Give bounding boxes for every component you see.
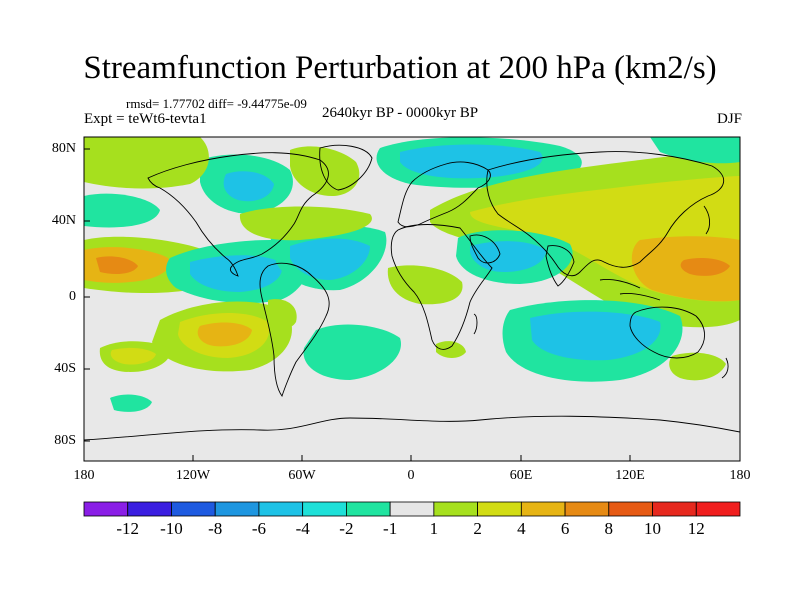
field-positive-wpac-peak — [680, 258, 730, 276]
colorbar-label: 6 — [560, 519, 570, 538]
field-positive-africa — [387, 265, 463, 305]
colorbar-swatch — [345, 501, 391, 517]
field-positive-nw-atlantic — [290, 146, 360, 196]
lon-tick-180-right: 180 — [729, 468, 751, 483]
coast-greenland — [319, 144, 373, 191]
colorbar-swatch — [695, 501, 741, 517]
colorbar-label: -12 — [116, 519, 140, 538]
field-negative-indian-ocean-core — [530, 311, 661, 361]
field-positive-south-pacific-peak — [197, 322, 252, 347]
field-positive-south-africa — [436, 341, 466, 358]
colorbar-swatch — [302, 501, 347, 517]
colorbar-swatch — [389, 501, 435, 517]
lon-tick-120w: 120W — [175, 468, 211, 483]
experiment-label: Expt = teWt6-tevta1 — [84, 111, 207, 127]
colorbar-label: 1 — [429, 519, 439, 538]
colorbar — [83, 501, 741, 517]
axis-ticks — [83, 148, 741, 461]
coast-india — [545, 245, 575, 287]
field-positive-sw-pacific-core — [110, 347, 156, 365]
coast-arabia — [469, 234, 501, 264]
field-negative-nw-pacific — [84, 193, 160, 228]
lon-tick-180-left: 180 — [73, 468, 95, 483]
field-positive-argentina — [268, 299, 297, 329]
colorbar-swatch — [83, 501, 129, 517]
colorbar-swatch — [477, 501, 522, 517]
coast-north-america — [147, 152, 329, 277]
lat-tick-80s: 80S — [54, 433, 76, 448]
colorbar-label: -8 — [208, 519, 223, 538]
coast-antarctica — [84, 415, 740, 441]
field-positive-australia-se — [669, 352, 726, 381]
coast-asia — [486, 151, 724, 277]
lat-tick-0: 0 — [69, 289, 76, 304]
contour-fields — [84, 137, 740, 412]
coast-japan — [703, 205, 711, 235]
field-negative-south-atlantic — [303, 324, 401, 380]
lat-tick-40s: 40S — [54, 361, 76, 376]
lon-tick-120e: 120E — [615, 468, 645, 483]
lon-tick-60e: 60E — [509, 468, 533, 483]
field-negative-siberia — [650, 137, 740, 164]
field-positive-mid-atlantic — [239, 206, 372, 241]
colorbar-swatch — [171, 501, 216, 517]
coast-africa — [390, 224, 493, 350]
lon-tick-60w: 60W — [288, 468, 316, 483]
colorbar-label: -6 — [251, 519, 266, 538]
period-label: 2640kyr BP - 0000kyr BP — [322, 105, 479, 121]
colorbar-label: -1 — [383, 519, 398, 538]
lat-tick-40n: 40N — [51, 213, 76, 228]
colorbar-label: 4 — [517, 519, 526, 538]
field-positive-north-pacific — [84, 137, 209, 189]
colorbar-swatch — [433, 501, 479, 517]
coast-indonesia — [599, 279, 661, 301]
stats-text: rmsd= 1.77702 diff= -9.44775e-09 — [126, 96, 307, 111]
field-positive-pacific-w-peak — [96, 256, 138, 274]
coast-madagascar — [473, 313, 478, 335]
lat-tick-80n: 80N — [51, 141, 76, 156]
colorbar-label: -10 — [160, 519, 183, 538]
colorbar-swatch — [608, 501, 653, 517]
colorbar-swatch — [520, 501, 566, 517]
coast-europe — [397, 161, 491, 228]
colorbar-swatch — [214, 501, 260, 517]
field-negative-south-pacific-small — [110, 394, 152, 412]
coast-australia — [629, 306, 705, 359]
colorbar-swatch — [127, 501, 172, 517]
coast-south-america — [259, 262, 330, 397]
colorbar-label: 12 — [687, 519, 705, 538]
coastlines — [84, 144, 740, 441]
season-label: DJF — [716, 111, 742, 127]
colorbar-label: 8 — [604, 519, 614, 538]
lon-tick-0: 0 — [407, 468, 415, 483]
field-negative-canada-core — [223, 171, 274, 202]
colorbar-label: -2 — [339, 519, 354, 538]
plot-frame — [83, 136, 741, 462]
map-title: Streamfunction Perturbation at 200 hPa (… — [83, 50, 717, 86]
colorbar-swatch — [564, 501, 610, 517]
colorbar-label: 10 — [644, 519, 662, 538]
field-negative-caribbean-core — [290, 238, 370, 280]
field-negative-europe-core — [400, 144, 543, 179]
colorbar-label: -4 — [295, 519, 310, 538]
colorbar-label: 2 — [473, 519, 482, 538]
coast-new-zealand — [721, 357, 729, 379]
field-negative-east-pacific-core — [190, 255, 282, 292]
colorbar-swatch — [258, 501, 304, 517]
colorbar-swatch — [652, 501, 697, 517]
